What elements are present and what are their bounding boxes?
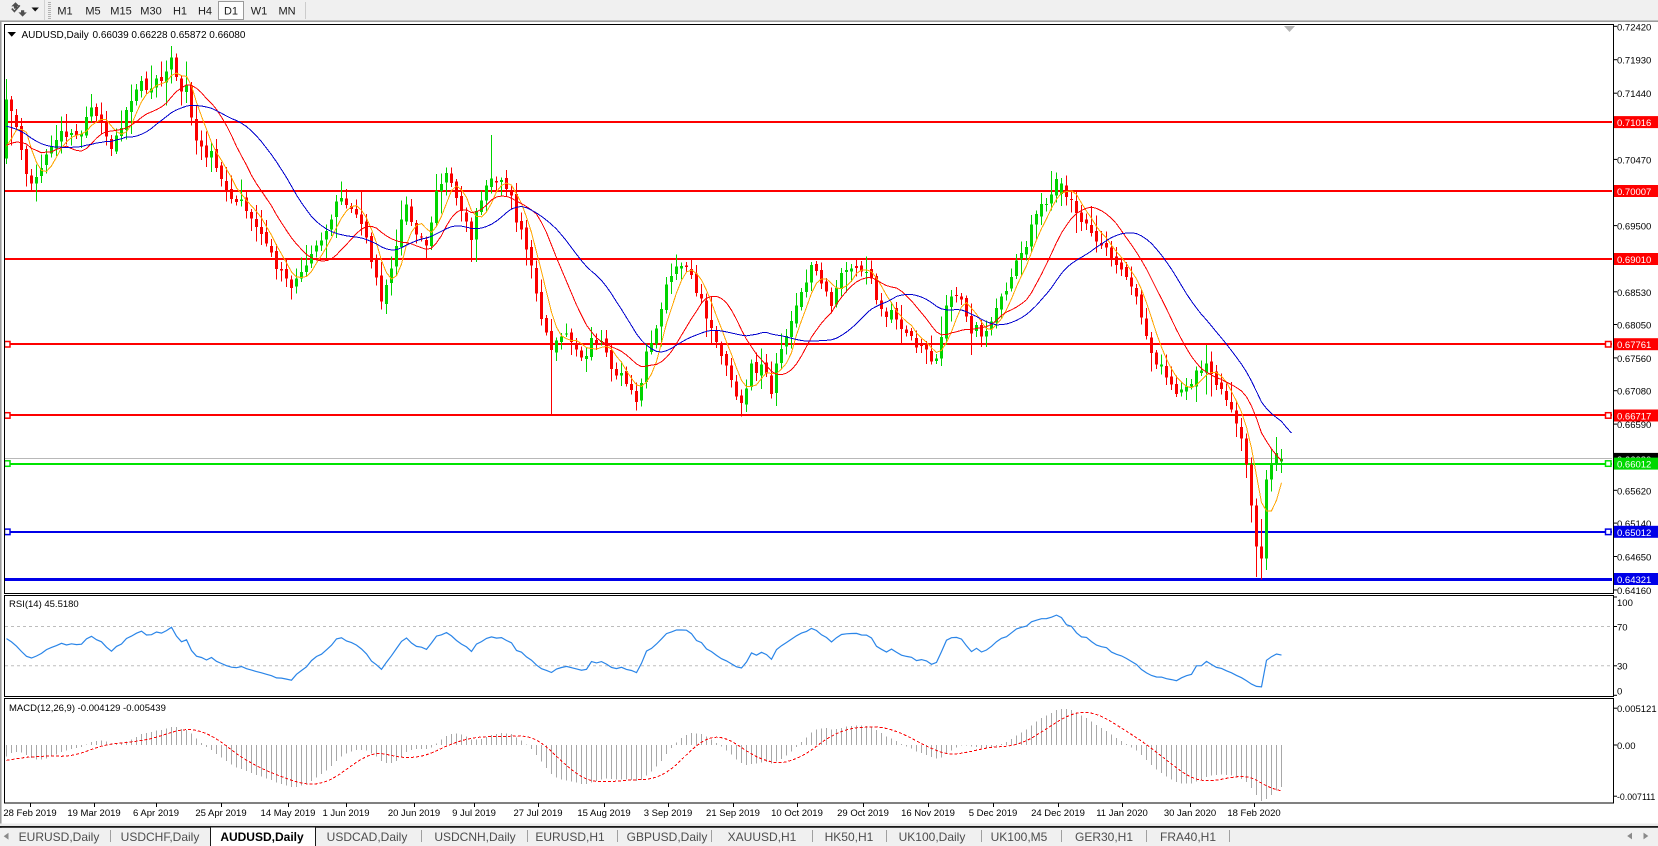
svg-text:0.71440: 0.71440	[1617, 89, 1651, 100]
svg-text:HK50,H1: HK50,H1	[825, 830, 874, 844]
svg-text:USDCAD,Daily: USDCAD,Daily	[327, 830, 408, 844]
svg-text:0.70007: 0.70007	[1617, 187, 1651, 198]
svg-text:70: 70	[1617, 622, 1628, 633]
svg-text:0.71930: 0.71930	[1617, 56, 1651, 67]
svg-text:27 Jul 2019: 27 Jul 2019	[513, 808, 562, 819]
svg-text:0.68530: 0.68530	[1617, 288, 1651, 299]
svg-text:0.66717: 0.66717	[1617, 412, 1651, 423]
svg-text:0: 0	[1617, 687, 1622, 698]
svg-text:M1: M1	[57, 6, 72, 18]
svg-text:28 Feb 2019: 28 Feb 2019	[3, 808, 56, 819]
svg-text:MN: MN	[278, 6, 295, 18]
svg-text:0.66039 0.66228 0.65872 0.6608: 0.66039 0.66228 0.65872 0.66080	[93, 30, 246, 41]
svg-text:21 Sep 2019: 21 Sep 2019	[706, 808, 760, 819]
svg-text:0.64160: 0.64160	[1617, 586, 1651, 597]
svg-text:FRA40,H1: FRA40,H1	[1160, 830, 1216, 844]
svg-text:29 Oct 2019: 29 Oct 2019	[837, 808, 889, 819]
svg-text:30 Jan 2020: 30 Jan 2020	[1164, 808, 1216, 819]
svg-text:-0.007111: -0.007111	[1617, 792, 1655, 802]
svg-text:USDCNH,Daily: USDCNH,Daily	[434, 830, 515, 844]
svg-text:0.005121: 0.005121	[1617, 704, 1657, 715]
svg-text:GBPUSD,Daily: GBPUSD,Daily	[627, 830, 708, 844]
svg-text:0.64321: 0.64321	[1617, 575, 1651, 586]
svg-text:0.65140: 0.65140	[1617, 519, 1651, 530]
svg-text:20 Jun 2019: 20 Jun 2019	[388, 808, 440, 819]
svg-text:0.69500: 0.69500	[1617, 222, 1651, 233]
svg-text:0.66590: 0.66590	[1617, 420, 1651, 431]
svg-text:10 Oct 2019: 10 Oct 2019	[771, 808, 823, 819]
svg-text:USDCHF,Daily: USDCHF,Daily	[121, 830, 200, 844]
svg-text:0.65620: 0.65620	[1617, 486, 1651, 497]
svg-text:0.00: 0.00	[1617, 741, 1636, 752]
svg-text:100: 100	[1617, 598, 1633, 609]
svg-text:UK100,Daily: UK100,Daily	[899, 830, 966, 844]
svg-text:15 Aug 2019: 15 Aug 2019	[577, 808, 630, 819]
svg-text:AUDUSD,Daily: AUDUSD,Daily	[220, 830, 304, 844]
svg-text:19 Mar 2019: 19 Mar 2019	[67, 808, 120, 819]
svg-text:16 Nov 2019: 16 Nov 2019	[901, 808, 955, 819]
svg-text:EURUSD,H1: EURUSD,H1	[535, 830, 605, 844]
svg-text:1 Jun 2019: 1 Jun 2019	[322, 808, 369, 819]
svg-text:RSI(14) 45.5180: RSI(14) 45.5180	[9, 599, 79, 610]
svg-text:25 Apr 2019: 25 Apr 2019	[195, 808, 246, 819]
svg-text:0.64650: 0.64650	[1617, 553, 1651, 564]
svg-text:9 Jul 2019: 9 Jul 2019	[452, 808, 496, 819]
svg-text:W1: W1	[251, 6, 268, 18]
svg-text:UK100,M5: UK100,M5	[991, 830, 1048, 844]
svg-text:0.68050: 0.68050	[1617, 321, 1651, 332]
svg-text:XAUUSD,H1: XAUUSD,H1	[728, 830, 797, 844]
svg-text:6 Apr 2019: 6 Apr 2019	[133, 808, 179, 819]
svg-text:EURUSD,Daily: EURUSD,Daily	[19, 830, 100, 844]
svg-text:0.67080: 0.67080	[1617, 387, 1651, 398]
svg-text:18 Feb 2020: 18 Feb 2020	[1227, 808, 1280, 819]
svg-text:5 Dec 2019: 5 Dec 2019	[969, 808, 1018, 819]
svg-text:D1: D1	[224, 6, 238, 18]
svg-text:MACD(12,26,9) -0.004129 -0.005: MACD(12,26,9) -0.004129 -0.005439	[9, 703, 166, 714]
svg-text:0.67761: 0.67761	[1617, 340, 1651, 351]
svg-text:24 Dec 2019: 24 Dec 2019	[1031, 808, 1085, 819]
svg-text:AUDUSD,Daily: AUDUSD,Daily	[22, 30, 89, 41]
svg-text:30: 30	[1617, 662, 1628, 673]
svg-text:0.72420: 0.72420	[1617, 22, 1651, 33]
svg-text:0.71016: 0.71016	[1617, 118, 1651, 129]
svg-text:0.66012: 0.66012	[1617, 460, 1651, 471]
svg-text:M15: M15	[110, 6, 131, 18]
svg-text:H1: H1	[173, 6, 187, 18]
svg-text:0.70470: 0.70470	[1617, 155, 1651, 166]
svg-text:3 Sep 2019: 3 Sep 2019	[644, 808, 693, 819]
svg-text:11 Jan 2020: 11 Jan 2020	[1096, 808, 1148, 819]
svg-text:H4: H4	[198, 6, 212, 18]
svg-text:0.69010: 0.69010	[1617, 255, 1651, 266]
svg-text:M5: M5	[85, 6, 100, 18]
svg-text:GER30,H1: GER30,H1	[1075, 830, 1133, 844]
svg-text:14 May 2019: 14 May 2019	[261, 808, 316, 819]
svg-text:0.67560: 0.67560	[1617, 354, 1651, 365]
svg-text:0.65012: 0.65012	[1617, 528, 1651, 539]
svg-text:M30: M30	[140, 6, 161, 18]
